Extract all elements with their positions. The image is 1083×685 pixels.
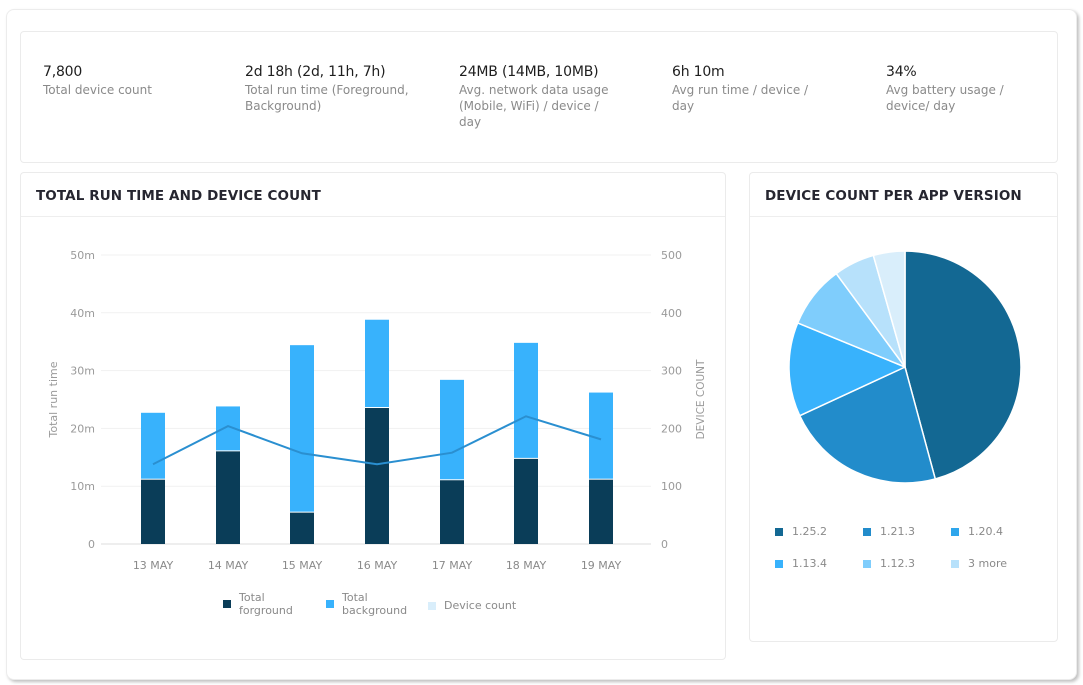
pie-slice [798,366,937,484]
bar-background [365,319,389,408]
pie-legend-item[interactable]: 1.20.4 [951,525,1039,538]
y-right-tick-label: 100 [661,480,682,493]
legend-swatch [428,601,436,610]
legend-label: Device count [444,599,517,612]
legend-swatch [326,600,334,608]
app-version-pie-chart [788,250,1022,484]
legend-swatch [863,559,871,568]
bar-background [589,392,613,479]
y-tick-label: 50m [70,249,95,262]
kpi-value: 2d 18h (2d, 11h, 7h) [245,64,386,80]
y-axis-title: Total run time [47,361,60,438]
y-right-tick-label: 200 [661,422,682,435]
y-right-axis-title: DEVICE COUNT [695,359,707,439]
legend-label: 1.20.4 [968,525,1003,538]
divider [21,216,725,217]
bar-foreground [365,408,389,544]
y-right-tick-label: 0 [661,538,668,551]
x-tick-label: 17 MAY [432,559,473,572]
pie-legend-item[interactable]: 1.25.2 [775,525,863,538]
kpi-label: Avg run time / device / day [672,83,809,113]
y-right-tick-label: 500 [661,249,682,262]
legend-label: 1.21.3 [880,525,915,538]
legend-label: 3 more [968,557,1007,570]
bar-foreground [514,458,538,544]
legend-swatch [775,559,783,568]
kpi-total-run-time: 2d 18h (2d, 11h, 7h) Total run time (For… [245,63,420,114]
run-time-chart-card: TOTAL RUN TIME AND DEVICE COUNT 0 0 10m 100… [20,172,726,660]
divider [750,216,1057,217]
y-tick-label: 0 [88,538,95,551]
y-tick-label: 20m [70,422,95,435]
pie-slice [872,250,906,368]
x-tick-label: 15 MAY [282,559,323,572]
legend-swatch [951,559,959,568]
bar-foreground [141,479,165,544]
pie-legend-item[interactable]: 1.21.3 [863,525,951,538]
kpi-summary-card: 7,800 Total device count 2d 18h (2d, 11h… [20,31,1058,163]
app-version-pie-card: DEVICE COUNT PER APP VERSION 1.25.2 1.21… [749,172,1058,642]
legend-swatch [223,600,231,608]
legend-swatch [951,527,959,536]
pie-legend-item[interactable]: 1.12.3 [863,557,951,570]
legend-item-background[interactable]: Total background [326,591,412,617]
legend-item-foreground[interactable]: Total forground [223,591,299,617]
bar-background [514,342,538,458]
card-title: DEVICE COUNT PER APP VERSION [765,188,1022,204]
bar-background [141,412,165,479]
bar-foreground [290,512,314,544]
x-tick-label: 19 MAY [581,559,622,572]
kpi-value: 6h 10m [672,64,725,80]
kpi-label: Avg. network data usage (Mobile, WiFi) /… [459,83,609,129]
legend-label: 1.13.4 [792,557,827,570]
kpi-label: Total device count [43,83,152,97]
legend-swatch [775,527,783,536]
y-tick-label: 30m [70,365,95,378]
legend-label: 1.12.3 [880,557,915,570]
kpi-avg-run-time: 6h 10m Avg run time / device / day [672,63,822,114]
legend-label: Total forground [239,591,293,617]
pie-legend-item-more[interactable]: 3 more [951,557,1039,570]
y-tick-label: 40m [70,307,95,320]
pie-legend-item[interactable]: 1.13.4 [775,557,863,570]
y-tick-label: 10m [70,480,95,493]
x-tick-label: 16 MAY [357,559,398,572]
device-count-line [152,415,602,466]
kpi-total-device-count: 7,800 Total device count [43,63,223,98]
kpi-value: 24MB (14MB, 10MB) [459,64,599,80]
kpi-label: Total run time (Foreground, Background) [245,83,409,113]
pie-slice [904,250,1022,480]
bar-foreground [589,479,613,544]
pie-slice [788,322,906,417]
bar-background [290,345,314,512]
pie-legend: 1.25.2 1.21.3 1.20.4 1.13.4 1.12.3 3 mor… [775,525,1045,570]
legend-swatch [863,527,871,536]
legend-label: 1.25.2 [792,525,827,538]
y-right-tick-label: 300 [661,365,682,378]
kpi-value: 34% [886,64,917,80]
kpi-avg-battery-usage: 34% Avg battery usage / device/ day [886,63,1026,114]
bar-background [440,379,464,480]
x-tick-label: 14 MAY [208,559,249,572]
kpi-value: 7,800 [43,64,83,80]
run-time-bar-chart: 0 0 10m 100 20m 200 30m 300 40m 400 50m 500 Total ru… [47,249,707,572]
legend-label: Total background [342,591,408,617]
kpi-label: Avg battery usage / device/ day [886,83,1004,113]
x-tick-label: 13 MAY [133,559,174,572]
x-tick-label: 18 MAY [506,559,547,572]
kpi-network-usage: 24MB (14MB, 10MB) Avg. network data usag… [459,63,619,130]
bar-foreground [216,451,240,544]
bar-foreground [440,480,464,544]
legend-item-device-count[interactable]: Device count [428,599,516,612]
y-right-tick-label: 400 [661,307,682,320]
card-title: TOTAL RUN TIME AND DEVICE COUNT [36,188,321,204]
